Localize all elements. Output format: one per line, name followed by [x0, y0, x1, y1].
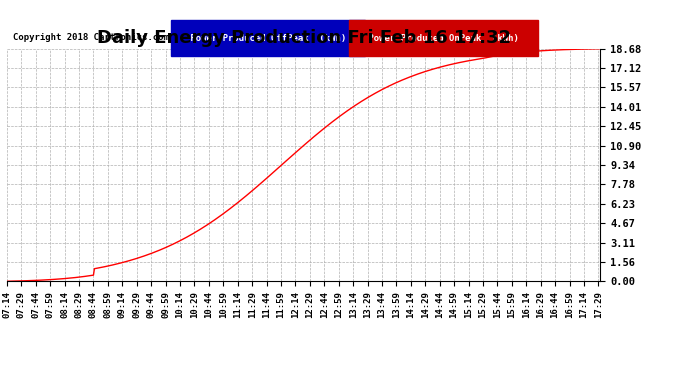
Text: Copyright 2018 Cartronics.com: Copyright 2018 Cartronics.com	[13, 33, 169, 42]
Title: Daily Energy Production Fri Feb 16 17:32: Daily Energy Production Fri Feb 16 17:32	[97, 29, 511, 47]
Text: Power Produced OnPeak  (kWh): Power Produced OnPeak (kWh)	[363, 34, 524, 43]
Text: Power Produced OffPeak  (kWh): Power Produced OffPeak (kWh)	[185, 34, 351, 43]
